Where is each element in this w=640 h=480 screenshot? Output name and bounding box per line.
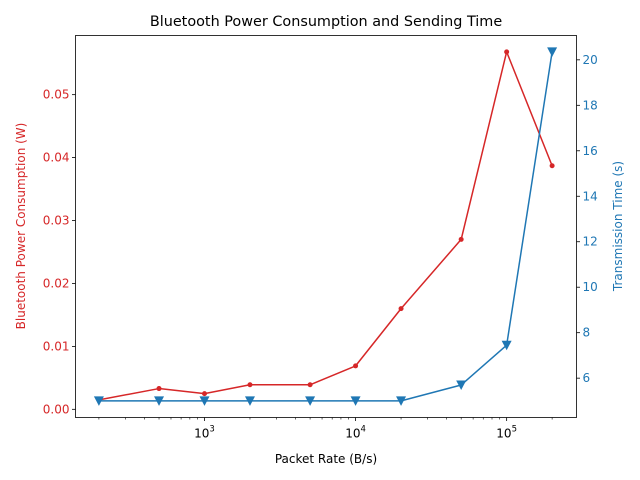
series-right-point [547, 47, 558, 57]
series-left-point [398, 306, 404, 312]
x-axis-label: Packet Rate (B/s) [275, 452, 377, 466]
x-tick-label: 105 [496, 425, 517, 441]
series-right-point [199, 396, 210, 406]
series-right-point [456, 380, 467, 390]
y-right-tick-label: 20 [583, 53, 598, 67]
series-left-point [549, 163, 555, 169]
y-right-tick-label: 16 [583, 144, 598, 158]
x-tick-base: 10 [345, 427, 360, 441]
series-right-point [350, 396, 361, 406]
series-left-point [307, 382, 313, 388]
series-right-point [244, 396, 255, 406]
plot-frame [75, 35, 577, 418]
y-right-tick-label: 18 [583, 98, 598, 112]
y-right-tick-label: 10 [583, 280, 598, 294]
y-right-tick-label: 6 [583, 371, 591, 385]
x-tick-base: 10 [194, 427, 209, 441]
series-left-point [201, 391, 207, 397]
series-left-point [353, 363, 359, 369]
y-right-tick-label: 8 [583, 326, 591, 340]
x-axis: 103 104 105 [98, 417, 553, 441]
series-left-point [504, 49, 510, 55]
y-left-tick-label: 0.03 [43, 214, 70, 228]
series-right-point [305, 396, 316, 406]
y-left-tick-label: 0.02 [43, 276, 70, 290]
series-left-point [247, 382, 253, 388]
y-right-axis: 6 8 10 12 14 16 18 20 [576, 53, 598, 385]
x-tick-exponent: 4 [361, 425, 366, 435]
y-left-tick-label: 0.01 [43, 339, 70, 353]
series-right-line [98, 51, 553, 402]
y-right-tick-label: 12 [583, 235, 598, 249]
y-left-tick-label: 0.05 [43, 88, 70, 102]
series-left-line [98, 51, 553, 401]
x-tick-label: 103 [194, 425, 215, 441]
y-left-tick-label: 0.04 [43, 151, 70, 165]
series-right-point [93, 396, 104, 406]
chart-title: Bluetooth Power Consumption and Sending … [150, 14, 502, 30]
x-tick-base: 10 [496, 427, 511, 441]
y-left-axis-label: Bluetooth Power Consumption (W) [14, 123, 28, 330]
y-right-tick-label: 14 [583, 189, 598, 203]
y-right-axis-label: Transmission Time (s) [611, 161, 625, 292]
x-tick-exponent: 3 [209, 425, 214, 435]
x-tick-label: 104 [345, 425, 366, 441]
series-layer [93, 47, 558, 406]
series-right-point [154, 396, 165, 406]
y-left-tick-label: 0.00 [43, 402, 70, 416]
x-tick-exponent: 5 [512, 425, 517, 435]
series-left-point [458, 236, 464, 242]
y-left-axis: 0.00 0.01 0.02 0.03 0.04 0.05 [43, 88, 76, 416]
series-left-point [156, 386, 162, 392]
series-right-point [501, 340, 512, 351]
series-right-point [396, 396, 407, 406]
